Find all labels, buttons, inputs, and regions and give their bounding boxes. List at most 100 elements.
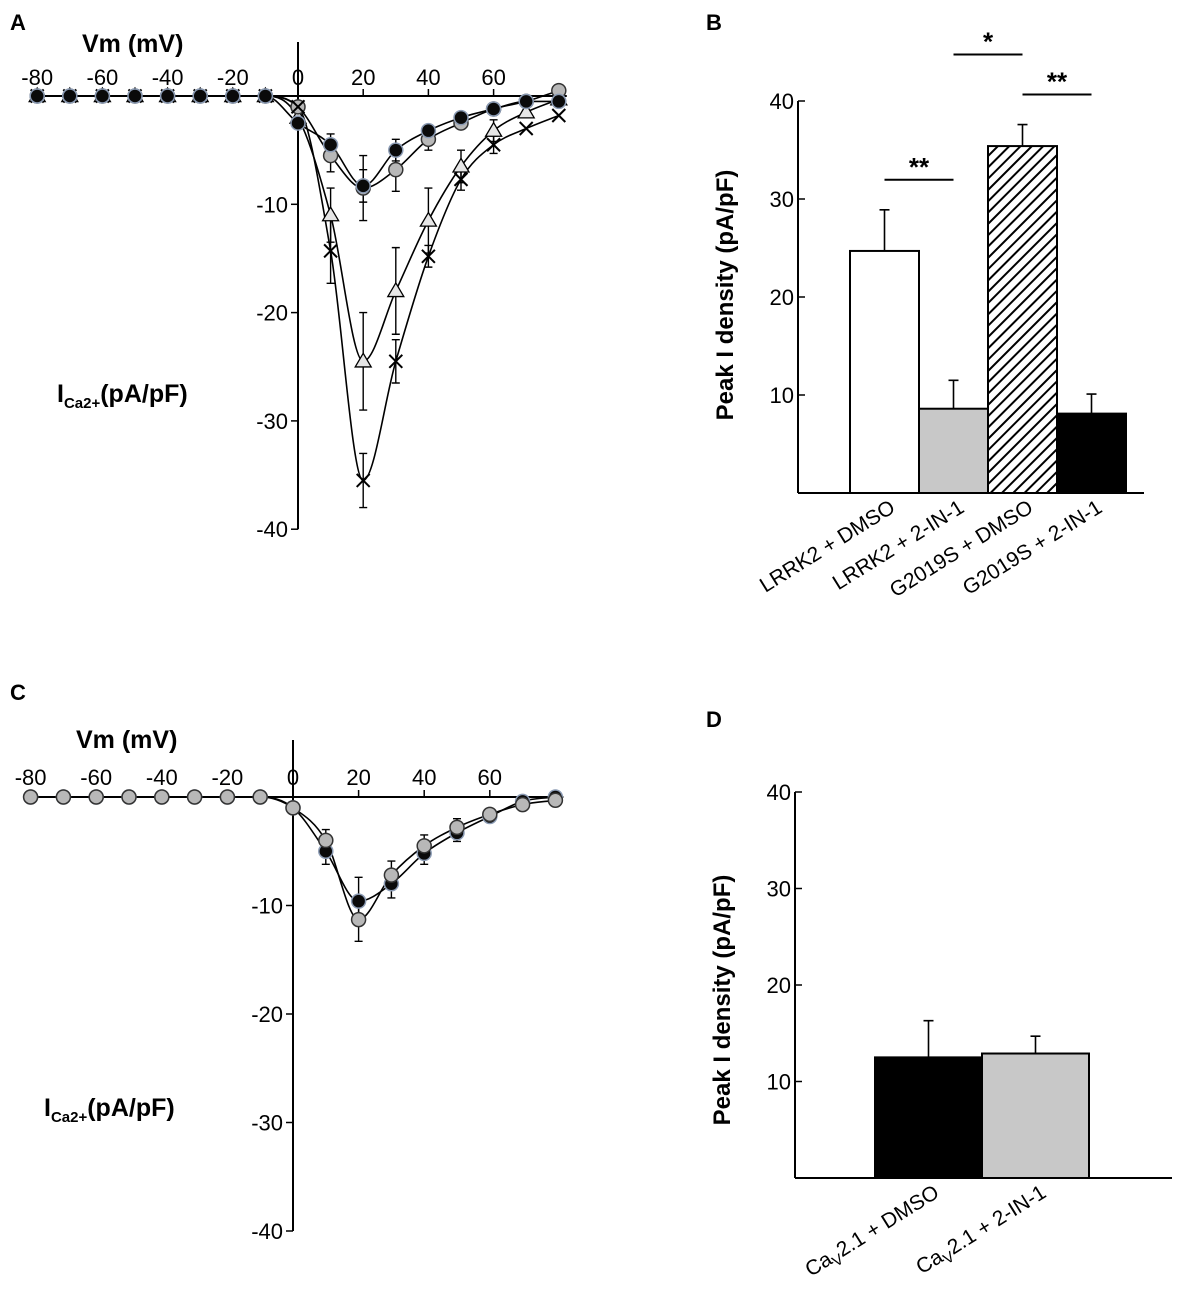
panel-b-y-tick-label: 10 xyxy=(770,383,794,408)
panel-c-point-1 xyxy=(154,789,170,805)
panel-b-bar-3 xyxy=(1056,412,1127,494)
panel-a-point-3 xyxy=(453,109,469,126)
panel-a-point-2 xyxy=(551,108,567,123)
panel-b-y-axis-title: Peak I density (pA/pF) xyxy=(712,170,739,421)
panel-a-point-3 xyxy=(159,88,176,104)
panel-a-point-0 xyxy=(419,211,438,227)
panel-a-point-2 xyxy=(355,473,371,488)
panel-c-x-tick-label: -40 xyxy=(146,765,178,790)
panel-a-point-2 xyxy=(290,99,306,115)
panel-a-point-2 xyxy=(421,249,436,264)
panel-a-point-3 xyxy=(388,142,404,158)
panel-a-point-0 xyxy=(386,281,405,298)
panel-label-d: D xyxy=(706,707,722,732)
panel-a-point-0 xyxy=(451,157,471,173)
panel-a-y-tick-label: -40 xyxy=(256,517,288,542)
panel-a-point-0 xyxy=(354,352,373,368)
panel-c-point-1 xyxy=(186,789,203,805)
panel-d-y-tick-label: 20 xyxy=(767,973,791,998)
panel-c-iv-curve: Vm (mV) ICa2+(pA/pF) -80 -60 -40 -20 0 20 40 60… xyxy=(15,726,564,1244)
panel-b-bar-2 xyxy=(987,145,1058,495)
panel-a-point-3 xyxy=(355,178,371,194)
panel-c-point-0 xyxy=(350,893,367,909)
panel-c-x-tick-label: -60 xyxy=(80,765,112,790)
panel-a-point-3 xyxy=(420,122,437,139)
panel-c-x-axis-title: Vm (mV) xyxy=(76,726,177,754)
panel-c-x-tick-label: 20 xyxy=(346,765,370,790)
panel-label-a: A xyxy=(10,10,26,35)
panel-d-y-tick-label: 30 xyxy=(767,877,791,902)
panel-b-bar-1 xyxy=(918,407,989,494)
panel-c-y-tick-label: -20 xyxy=(251,1002,283,1027)
panel-c-point-1 xyxy=(88,789,104,805)
panel-b-significance-label-2: * xyxy=(983,27,994,57)
panel-a-x-axis-title: Vm (mV) xyxy=(82,30,183,58)
panel-c-point-1 xyxy=(383,867,400,883)
panel-a-iv-curve: Vm (mV) ICa2+(pA/pF) -80 -60 -40 -20 0 20 40 60… xyxy=(21,30,568,542)
panel-c-point-1 xyxy=(482,806,498,823)
panel-c-x-tick-label: 60 xyxy=(478,765,502,790)
panel-a-point-3 xyxy=(127,88,143,104)
panel-c-point-1 xyxy=(285,800,301,816)
panel-b-bar-0 xyxy=(849,249,920,494)
panel-a-point-3 xyxy=(225,88,241,104)
panel-a-x-tick-label: 40 xyxy=(416,65,440,90)
panel-b-error-bar-0 xyxy=(879,208,890,251)
panel-a-point-3 xyxy=(518,93,534,110)
panel-c-y-tick-label: -30 xyxy=(251,1111,283,1136)
panel-c-x-tick-label: 0 xyxy=(287,765,299,790)
panel-c-point-1 xyxy=(219,789,236,805)
panel-a-point-3 xyxy=(485,101,502,117)
panel-a-x-tick-label: -80 xyxy=(21,65,53,90)
panel-a-y-axis-title: ICa2+(pA/pF) xyxy=(57,380,188,412)
panel-c-point-1 xyxy=(22,789,39,805)
panel-b-y-tick-label: 30 xyxy=(770,187,794,212)
panel-d-y-axis-title: Peak I density (pA/pF) xyxy=(709,875,736,1126)
panel-c-x-tick-label: -80 xyxy=(15,765,47,790)
panel-a-point-3 xyxy=(290,115,306,131)
panel-c-point-1 xyxy=(449,819,465,836)
panel-a-y-tick-label: -20 xyxy=(256,301,288,326)
panel-a-point-1 xyxy=(388,161,404,178)
panel-a-x-tick-label: -20 xyxy=(217,65,249,90)
panel-d-error-bar-1 xyxy=(1030,1035,1041,1054)
panel-a-point-3 xyxy=(29,88,45,104)
panel-b-y-tick-label: 40 xyxy=(770,89,794,114)
panel-c-y-tick-label: -40 xyxy=(251,1219,283,1244)
panel-a-point-2 xyxy=(323,243,338,259)
panel-c-point-1 xyxy=(121,789,137,805)
panel-a-point-2 xyxy=(388,354,404,369)
panel-c-point-1 xyxy=(55,789,72,805)
panel-a-point-3 xyxy=(62,88,78,104)
panel-d-y-tick-label: 40 xyxy=(767,780,791,805)
panel-a-x-tick-label: 20 xyxy=(351,65,375,90)
panel-c-point-1 xyxy=(350,911,367,928)
panel-d-bar-1 xyxy=(981,1052,1090,1180)
panel-d-y-tick-label: 10 xyxy=(767,1070,791,1095)
panel-a-x-tick-label: 0 xyxy=(292,65,304,90)
panel-a-y-tick-label: -30 xyxy=(256,409,288,434)
panel-b-y-tick-label: 20 xyxy=(770,285,794,310)
panel-c-point-1 xyxy=(514,796,531,813)
panel-a-point-3 xyxy=(322,136,339,153)
panel-c-point-1 xyxy=(547,792,564,809)
panel-b-error-bar-3 xyxy=(1086,393,1097,414)
panel-c-point-1 xyxy=(252,789,268,805)
panel-a-point-0 xyxy=(484,121,503,137)
panel-a-point-0 xyxy=(517,102,536,119)
panel-a-x-tick-label: -60 xyxy=(87,65,119,90)
panel-d-bar-0 xyxy=(874,1056,983,1179)
panel-a-x-tick-label: 60 xyxy=(481,65,505,90)
panel-label-b: B xyxy=(706,10,722,35)
panel-b-significance-label-0: ** xyxy=(909,152,930,182)
panel-a-point-2 xyxy=(518,121,534,136)
panel-a-point-2 xyxy=(486,137,501,152)
panel-b-error-bar-2 xyxy=(1017,123,1028,147)
panel-b-significance-label-1: ** xyxy=(1047,67,1068,97)
panel-a-point-3 xyxy=(94,88,111,104)
panel-c-y-axis-title: ICa2+(pA/pF) xyxy=(44,1094,175,1126)
panel-c-point-1 xyxy=(318,832,334,849)
